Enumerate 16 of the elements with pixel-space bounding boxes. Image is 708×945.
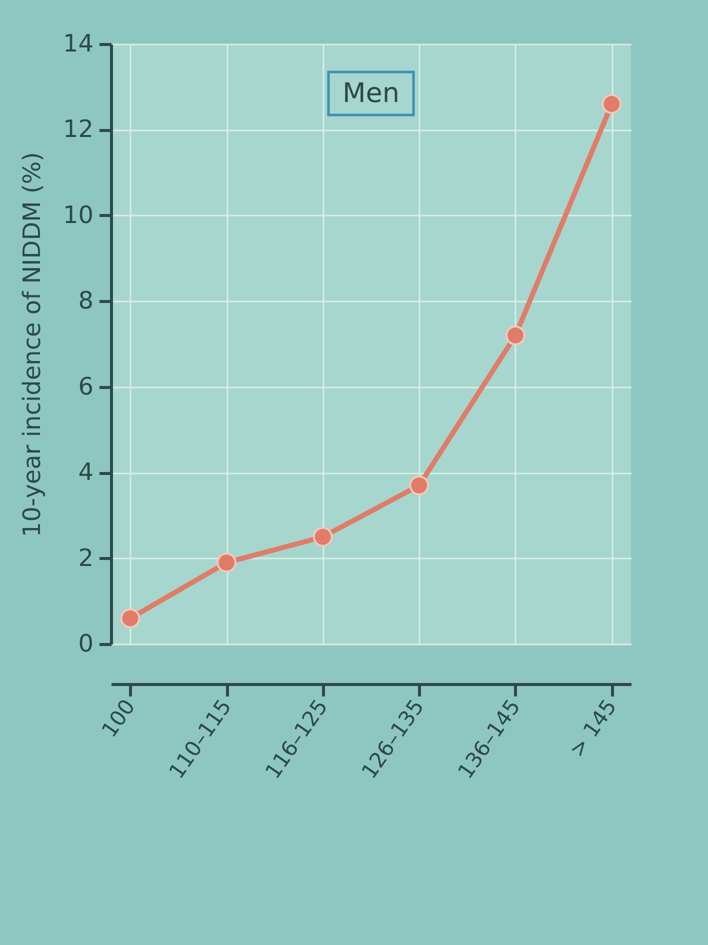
y-tick-label: 8 (78, 286, 94, 315)
y-tick-label: 2 (78, 544, 94, 572)
y-tick-label: 14 (62, 30, 94, 58)
y-tick-label: 10 (62, 200, 94, 229)
y-tick-label: 6 (78, 372, 94, 400)
y-tick-label: 0 (78, 630, 94, 658)
annotation: Men (342, 78, 400, 109)
point (312, 526, 333, 547)
point (120, 608, 140, 628)
y-tick-label: 4 (78, 458, 94, 486)
point (216, 552, 236, 572)
point (602, 94, 622, 114)
y-axis-title: 10-year incidence of NIDDM (%) (18, 152, 46, 538)
y-tick-label: 12 (62, 115, 94, 144)
point (409, 476, 430, 496)
point (506, 326, 526, 346)
